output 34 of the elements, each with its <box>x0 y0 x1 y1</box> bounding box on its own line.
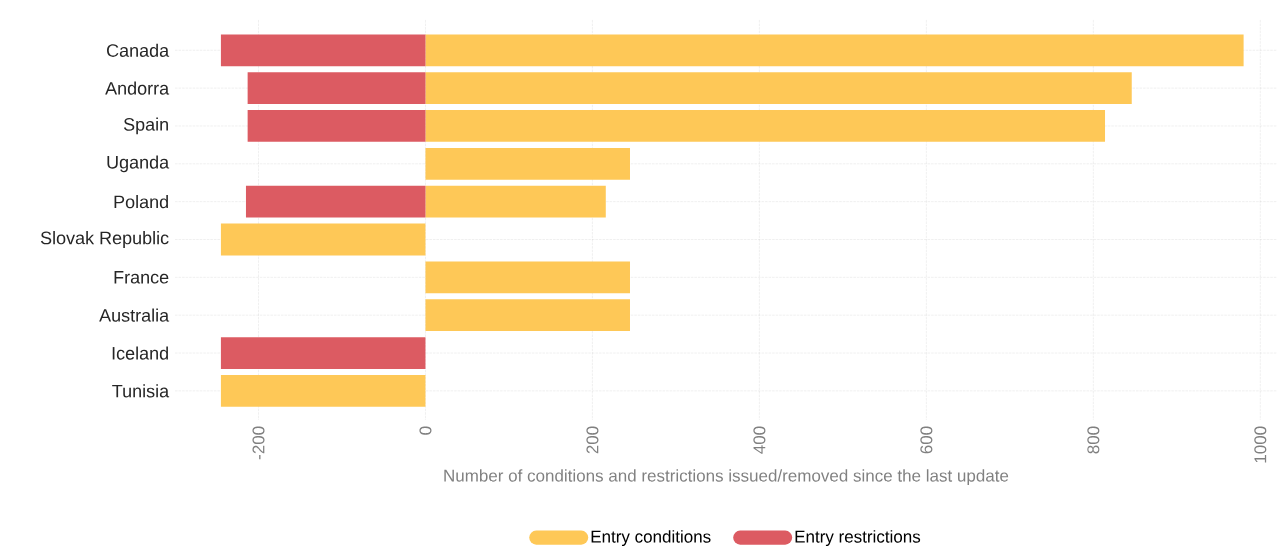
legend-label: Entry restrictions <box>795 530 921 547</box>
x-tick-label: 400 <box>753 426 766 454</box>
x-tick-label: 1000 <box>1254 426 1267 463</box>
bar <box>220 337 426 369</box>
y-tick-label: Slovak Republic <box>40 231 169 248</box>
y-tick-label: Iceland <box>112 346 168 360</box>
x-tick-label: 0 <box>419 426 432 435</box>
legend-label: Entry conditions <box>591 530 711 547</box>
bar <box>425 147 630 180</box>
y-tick-label: Tunisia <box>112 384 170 398</box>
x-axis-title: Number of conditions and restrictions issued/removed since the last update <box>444 469 1009 486</box>
bar <box>247 110 426 142</box>
bar <box>220 374 426 407</box>
bar <box>247 72 426 105</box>
bar <box>245 185 426 218</box>
y-tick-label: Spain <box>123 117 168 135</box>
bar <box>425 299 630 332</box>
y-tick-label: Poland <box>114 195 168 209</box>
x-tick-label: 600 <box>920 426 933 454</box>
y-tick-label: Andorra <box>105 81 170 95</box>
bar <box>425 34 1244 67</box>
x-tick-label: 200 <box>586 426 599 454</box>
bar <box>425 72 1132 105</box>
bar <box>220 223 426 256</box>
x-tick-label: -200 <box>252 426 265 460</box>
bar <box>220 34 426 67</box>
x-tick-label: 800 <box>1087 426 1100 454</box>
y-tick-label: Canada <box>107 43 170 57</box>
bar <box>425 110 1106 142</box>
bar <box>425 185 606 218</box>
y-tick-label: Uganda <box>107 155 170 173</box>
bar <box>425 261 630 294</box>
y-tick-label: Australia <box>99 308 170 322</box>
y-tick-label: France <box>114 271 169 284</box>
